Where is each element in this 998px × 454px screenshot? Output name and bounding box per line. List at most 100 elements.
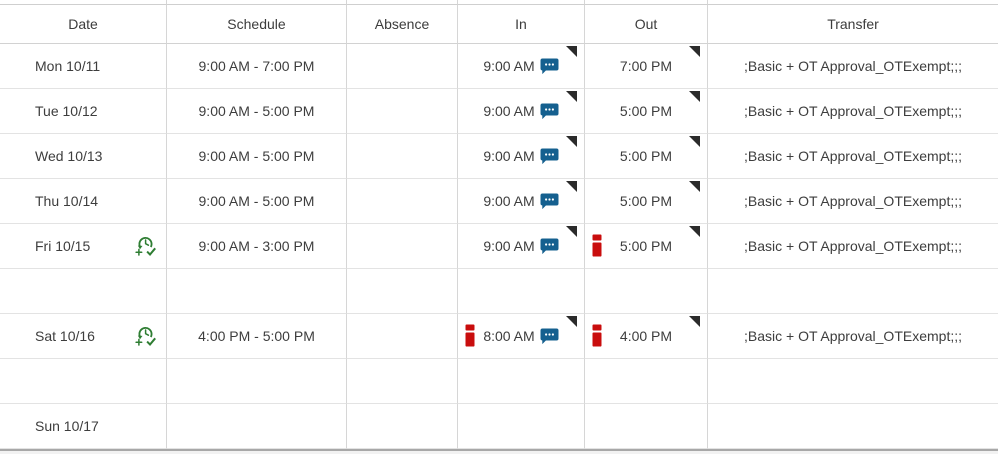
edited-corner-marker [689,181,700,192]
absence-cell[interactable] [347,269,458,314]
table-row: Fri 10/15 9:00 AM - 3:00 PM [0,224,998,269]
comment-icon[interactable] [540,238,559,255]
edited-corner-marker [566,46,577,57]
edited-corner-marker [566,91,577,102]
transfer-cell[interactable] [708,359,998,404]
absence-cell[interactable] [347,359,458,404]
out-punch-cell[interactable] [585,404,708,449]
in-punch-cell[interactable]: 9:00 AM [458,134,585,179]
in-punch-cell[interactable]: 9:00 AM [458,89,585,134]
in-punch-cell[interactable]: 8:00 AM [458,314,585,359]
bottom-padding [0,451,998,454]
column-header-label: Absence [374,16,430,32]
out-punch-cell[interactable]: 5:00 PM [585,89,708,134]
comment-icon[interactable] [540,328,559,345]
timecard-body: Mon 10/11 9:00 AM - 7:00 PM [0,44,998,449]
edited-corner-marker [689,136,700,147]
absence-cell[interactable] [347,224,458,269]
sliver-cell [347,0,458,5]
edited-corner-marker [566,226,577,237]
transfer-value: ;Basic + OT Approval_OTExempt;;; [744,328,962,344]
transfer-cell[interactable] [708,404,998,449]
out-punch-cell[interactable]: 7:00 PM [585,44,708,89]
in-punch-cell[interactable]: 9:00 AM [458,44,585,89]
out-punch-value: 4:00 PM [619,328,673,344]
out-punch-cell[interactable]: 5:00 PM [585,224,708,269]
out-punch-value: 7:00 PM [619,58,673,74]
table-row: Mon 10/11 9:00 AM - 7:00 PM [0,44,998,89]
table-row [0,359,998,404]
column-header-label: Schedule [227,16,286,32]
edited-corner-marker [689,316,700,327]
absence-cell[interactable] [347,44,458,89]
schedule-edited-icon [135,235,157,257]
out-punch-cell[interactable]: 4:00 PM [585,314,708,359]
edited-corner-marker [689,46,700,57]
date-label: Mon 10/11 [35,58,101,74]
date-label: Fri 10/15 [35,238,91,254]
schedule-cell: 9:00 AM - 5:00 PM [167,134,347,179]
table-row: Wed 10/13 9:00 AM - 5:00 PM [0,134,998,179]
in-punch-cell[interactable]: 9:00 AM [458,179,585,224]
in-punch-cell[interactable] [458,269,585,314]
schedule-edited-icon [135,325,157,347]
transfer-value: ;Basic + OT Approval_OTExempt;;; [744,103,962,119]
out-punch-value: 5:00 PM [619,238,673,254]
comment-icon[interactable] [540,193,559,210]
date-cell: Sun 10/17 [0,404,167,449]
in-punch-cell[interactable] [458,404,585,449]
table-row [0,269,998,314]
transfer-cell[interactable]: ;Basic + OT Approval_OTExempt;;; [708,134,998,179]
absence-cell[interactable] [347,314,458,359]
table-row: Sat 10/16 4:00 PM - 5:00 PM [0,314,998,359]
absence-cell[interactable] [347,89,458,134]
column-header-in: In [458,5,585,44]
edited-corner-marker [566,136,577,147]
absence-cell[interactable] [347,404,458,449]
transfer-cell[interactable]: ;Basic + OT Approval_OTExempt;;; [708,179,998,224]
sliver-cell [585,0,708,5]
transfer-cell[interactable]: ;Basic + OT Approval_OTExempt;;; [708,224,998,269]
schedule-cell [167,404,347,449]
transfer-cell[interactable]: ;Basic + OT Approval_OTExempt;;; [708,314,998,359]
out-punch-cell[interactable]: 5:00 PM [585,179,708,224]
edited-corner-marker [566,316,577,327]
date-label: Sun 10/17 [35,418,99,434]
transfer-cell[interactable]: ;Basic + OT Approval_OTExempt;;; [708,44,998,89]
out-punch-cell[interactable]: 5:00 PM [585,134,708,179]
table-row: Tue 10/12 9:00 AM - 5:00 PM [0,89,998,134]
out-punch-value: 5:00 PM [619,103,673,119]
transfer-cell[interactable] [708,269,998,314]
exception-icon [465,324,475,347]
in-punch-value: 8:00 AM [483,328,535,344]
absence-cell[interactable] [347,179,458,224]
absence-cell[interactable] [347,134,458,179]
schedule-cell [167,269,347,314]
comment-icon[interactable] [540,103,559,120]
in-punch-value: 9:00 AM [483,238,535,254]
date-cell: Mon 10/11 [0,44,167,89]
column-header-label: Date [68,16,98,32]
in-punch-value: 9:00 AM [483,148,535,164]
transfer-value: ;Basic + OT Approval_OTExempt;;; [744,238,962,254]
out-punch-value: 5:00 PM [619,148,673,164]
schedule-cell: 9:00 AM - 5:00 PM [167,179,347,224]
in-punch-cell[interactable]: 9:00 AM [458,224,585,269]
comment-icon[interactable] [540,148,559,165]
transfer-cell[interactable]: ;Basic + OT Approval_OTExempt;;; [708,89,998,134]
comment-icon[interactable] [540,58,559,75]
sliver-cell [167,0,347,5]
in-punch-value: 9:00 AM [483,193,535,209]
table-row: Thu 10/14 9:00 AM - 5:00 PM [0,179,998,224]
edited-corner-marker [689,226,700,237]
out-punch-value: 5:00 PM [619,193,673,209]
date-cell [0,359,167,404]
column-header-label: Out [634,16,658,32]
out-punch-cell[interactable] [585,269,708,314]
exception-icon [592,324,602,347]
out-punch-cell[interactable] [585,359,708,404]
column-header-transfer: Transfer [708,5,998,44]
top-sliver-row [0,0,998,5]
timecard-header-row: Date Schedule Absence In Out Transfer [0,5,998,44]
in-punch-cell[interactable] [458,359,585,404]
